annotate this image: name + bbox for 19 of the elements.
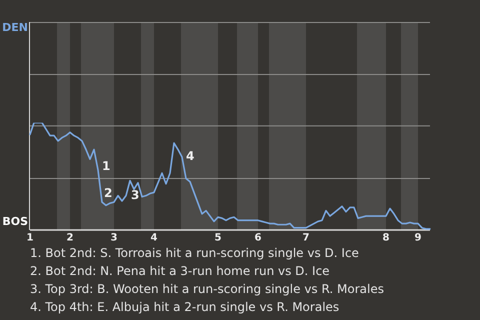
x-tick-label: 2: [66, 232, 74, 244]
x-tick-label: 7: [302, 232, 310, 244]
text: 1. Bot 2nd: S. Torroais hit a run-scoring single vs D. Ice: [30, 245, 360, 262]
x-tick-label: 6: [254, 232, 262, 244]
annotation: 2: [104, 186, 112, 200]
text: BOS: [2, 214, 28, 228]
x-tick-label: 9: [414, 232, 422, 244]
annotation: 4: [186, 149, 194, 164]
x-tick-label: 5: [214, 232, 222, 244]
text: 4. Top 4th: E. Albuja hit a 2-run single vs R. Morales: [30, 299, 340, 316]
x-tick-label: 4: [150, 232, 158, 244]
x-tick-label: 8: [382, 232, 390, 244]
text: DEN: [2, 20, 28, 34]
text: 3. Top 3rd: B. Wooten hit a run-scoring single vs R. Morales: [30, 281, 384, 298]
annotation: 1: [102, 159, 110, 174]
annotation: 3: [131, 188, 140, 202]
x-tick-label: 1: [26, 232, 34, 244]
x-tick-label: 3: [110, 232, 118, 244]
text: 2. Bot 2nd: N. Pena hit a 3-run home run vs D. Ice: [30, 263, 331, 280]
